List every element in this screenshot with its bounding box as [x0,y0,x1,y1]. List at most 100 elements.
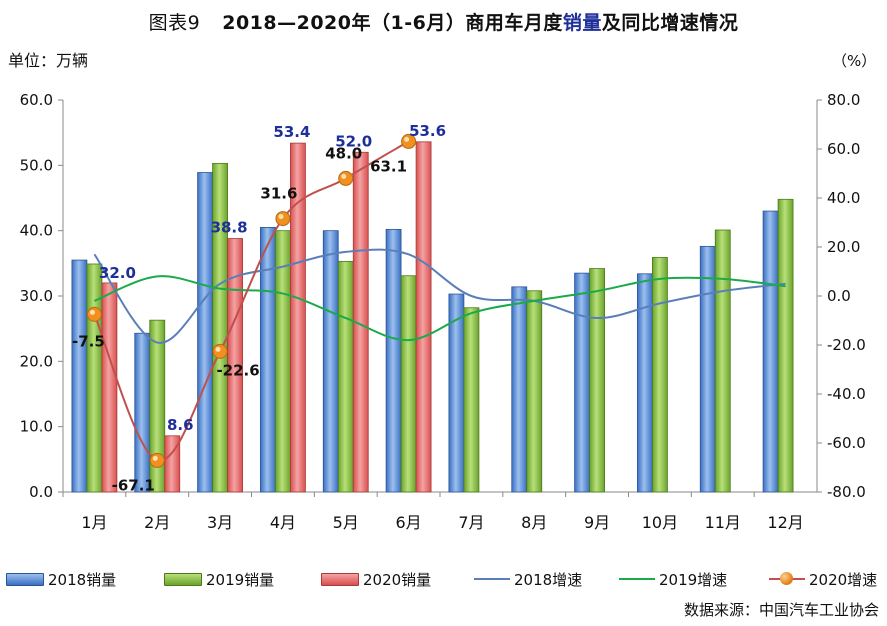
bar-2019销量 [337,260,354,493]
marker-2020增速 [212,343,228,359]
bar-2018销量 [448,293,465,493]
bar-2018销量 [71,259,88,493]
bar-2019销量 [463,307,480,493]
growth-label-2020: 48.0 [325,144,362,162]
x-tick-label: 7月 [458,513,484,532]
x-tick-label: 6月 [395,513,421,532]
growth-label-2020: 63.1 [370,157,407,175]
legend-item: 2020销量 [321,566,431,592]
x-tick-label: 10月 [642,513,678,532]
legend-swatch-bar [321,572,359,586]
bar-2020销量 [101,282,118,493]
bar-2019销量 [526,290,543,493]
right-tick-label: -60.0 [827,434,866,452]
bar-2019销量 [777,198,794,493]
legend-swatch-bar [6,572,44,586]
title-main-a: 2018—2020年（1-6月）商用车月度 [222,12,563,34]
x-tick-label: 11月 [705,513,741,532]
left-tick-label: 20.0 [20,352,53,370]
bar-2018销量 [574,272,590,493]
right-tick-label: -80.0 [827,483,866,501]
growth-label-2020: -22.6 [216,361,259,379]
legend-label: 2018销量 [48,570,117,589]
title-prefix: 图表9 [148,12,201,34]
bar-2018销量 [260,226,276,493]
x-tick-label: 2月 [144,513,170,532]
bar-label-2020: 8.6 [167,416,194,434]
chart-title: 图表9 2018—2020年（1-6月）商用车月度销量及同比增速情况 [0,8,887,35]
right-tick-label: 0.0 [827,287,851,305]
bar-2020销量 [415,141,432,493]
data-source: 数据来源：中国汽车工业协会 [683,601,879,619]
bar-2018销量 [762,210,779,493]
legend-swatch-line [474,578,510,580]
legend-item: 2019增速 [619,566,727,592]
bar-2019销量 [400,275,417,493]
left-tick-label: 60.0 [20,91,53,109]
bar-2019销量 [652,257,668,493]
right-tick-label: -40.0 [827,385,866,403]
bar-2018销量 [699,245,716,493]
bar-label-2020: 53.6 [409,122,446,140]
bar-2020销量 [227,238,243,493]
x-tick-label: 4月 [270,513,296,532]
growth-label-2020: -67.1 [112,476,155,494]
line-2018增速 [93,248,786,344]
right-tick-label: 40.0 [827,189,860,207]
bar-2019销量 [149,319,166,493]
left-tick-label: 30.0 [20,287,53,305]
bar-label-2020: 38.8 [211,219,248,237]
growth-label-2020: -7.5 [72,332,105,350]
marker-2020增速 [86,306,102,322]
x-tick-label: 5月 [333,513,359,532]
bar-label-2020: 53.4 [273,123,310,141]
legend-swatch-line [769,572,805,585]
bar-2018销量 [134,332,151,493]
bar-label-2020: 52.0 [335,132,372,150]
marker-2020增速 [338,170,354,186]
right-axis-unit: （%） [832,52,877,70]
bar-label-2020: 32.0 [99,264,136,282]
left-tick-label: 50.0 [20,156,53,174]
marker-highlight [89,309,95,315]
legend-label: 2020增速 [809,570,878,589]
bar-2019销量 [275,230,291,493]
growth-label-2020: 31.6 [260,185,297,203]
legend-label: 2019增速 [659,570,728,589]
x-tick-label: 1月 [81,513,107,532]
bar-2019销量 [714,229,731,493]
legend-swatch-bar [164,572,202,586]
right-tick-label: -20.0 [827,336,866,354]
legend: 2018销量 2019销量 2020销量 2018增速 2019增速 2020增速 [0,566,887,592]
right-tick-label: 60.0 [827,140,860,158]
legend-marker-icon [780,572,793,585]
bar-2018销量 [322,230,339,493]
legend-swatch-line [619,578,655,580]
legend-item: 2019销量 [164,566,274,592]
marker-highlight [152,455,158,461]
legend-item: 2018增速 [474,566,582,592]
bar-2020销量 [290,142,306,493]
legend-label: 2020销量 [363,570,432,589]
right-tick-label: 20.0 [827,238,860,256]
bar-2018销量 [511,286,528,493]
bar-2019销量 [589,268,605,493]
left-tick-label: 0.0 [29,483,53,501]
bar-2019销量 [212,162,228,493]
legend-item: 2020增速 [769,566,877,592]
x-tick-label: 9月 [584,513,610,532]
left-tick-label: 40.0 [20,222,53,240]
legend-label: 2018增速 [514,570,583,589]
line-2019增速 [94,275,786,342]
title-main-c: 及同比增速情况 [601,12,739,34]
x-tick-label: 12月 [767,513,803,532]
legend-item: 2018销量 [6,566,116,592]
right-tick-label: 80.0 [827,91,860,109]
left-axis-unit: 单位：万辆 [8,51,89,70]
x-tick-label: 8月 [521,513,547,532]
marker-highlight [404,136,410,142]
left-tick-label: 10.0 [20,418,53,436]
x-tick-label: 3月 [207,513,233,532]
marker-highlight [278,214,284,220]
